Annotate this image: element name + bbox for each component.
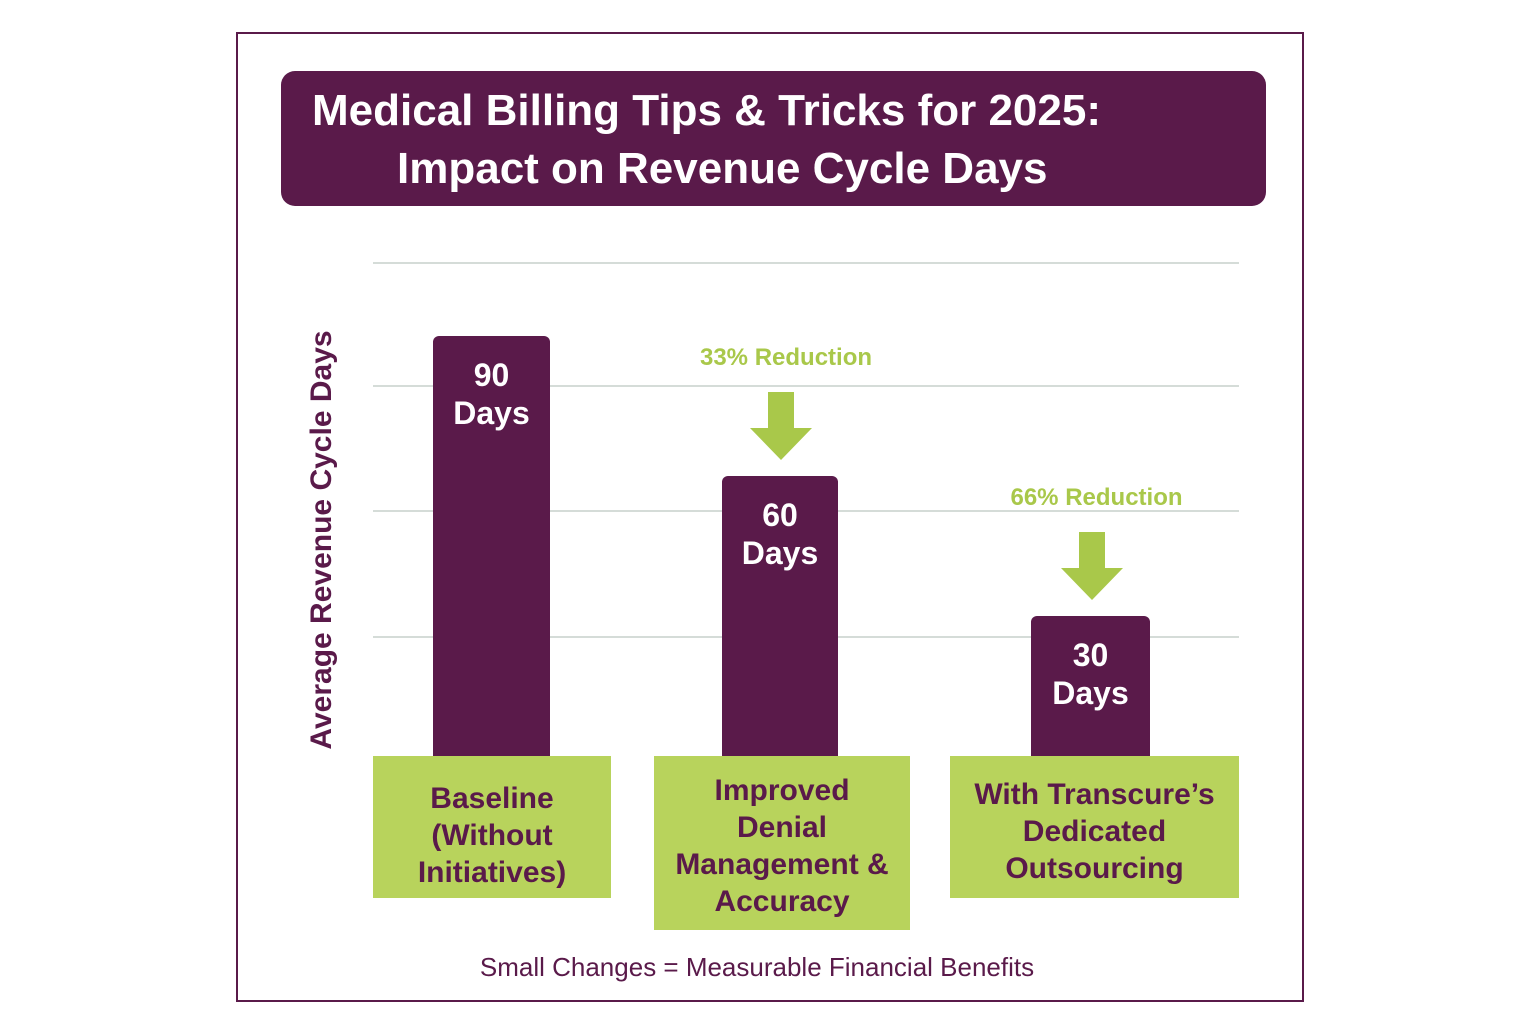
category-label-line: Initiatives) bbox=[417, 856, 567, 889]
title-line-2: Impact on Revenue Cycle Days bbox=[397, 144, 1048, 193]
reduction-annotation: 33% Reduction bbox=[699, 343, 873, 371]
category-label-1: Baseline (Without Initiatives) bbox=[373, 756, 611, 898]
arrow-shape bbox=[1060, 531, 1123, 600]
category-label-line: Accuracy bbox=[714, 885, 850, 918]
category-label-line: With Transcure’s bbox=[974, 778, 1215, 811]
reduction-annotation: 66% Reduction bbox=[1010, 483, 1183, 511]
category-label-2: Improved Denial Management & Accuracy bbox=[654, 756, 910, 930]
category-label-3: With Transcure’s Dedicated Outsourcing bbox=[950, 756, 1239, 898]
bar-data-label: 30 bbox=[1072, 636, 1109, 673]
chart-title: Medical Billing Tips & Tricks for 2025: … bbox=[281, 71, 1266, 206]
category-label-line: Management & bbox=[675, 848, 889, 881]
category-label-line: (Without bbox=[431, 819, 553, 852]
down-arrow-icon bbox=[750, 391, 812, 460]
arrow-shape bbox=[750, 391, 812, 460]
chart-frame bbox=[236, 32, 1304, 1002]
gridline bbox=[373, 385, 1239, 387]
bar-1: 90 Days bbox=[433, 335, 550, 756]
category-label-line: Dedicated bbox=[1022, 815, 1167, 848]
gridline bbox=[373, 262, 1239, 264]
bar-data-label: Days bbox=[453, 394, 530, 431]
category-label-line: Baseline bbox=[430, 782, 554, 815]
title-line-1: Medical Billing Tips & Tricks for 2025: bbox=[312, 86, 1101, 135]
bar-data-label: 60 bbox=[762, 496, 798, 533]
bar-data-label: 90 bbox=[473, 356, 510, 393]
bar-3: 30 Days bbox=[1031, 615, 1150, 756]
category-label-line: Denial bbox=[736, 811, 828, 844]
y-axis-label: Average Revenue Cycle Days bbox=[305, 330, 338, 750]
footer-caption: Small Changes = Measurable Financial Ben… bbox=[479, 952, 1035, 982]
down-arrow-icon bbox=[1060, 531, 1123, 600]
bar-2: 60 Days bbox=[722, 475, 838, 756]
bar-data-label: Days bbox=[741, 534, 819, 571]
bar-data-label: Days bbox=[1052, 674, 1129, 711]
category-label-line: Improved bbox=[714, 774, 850, 807]
category-label-line: Outsourcing bbox=[1005, 852, 1184, 885]
